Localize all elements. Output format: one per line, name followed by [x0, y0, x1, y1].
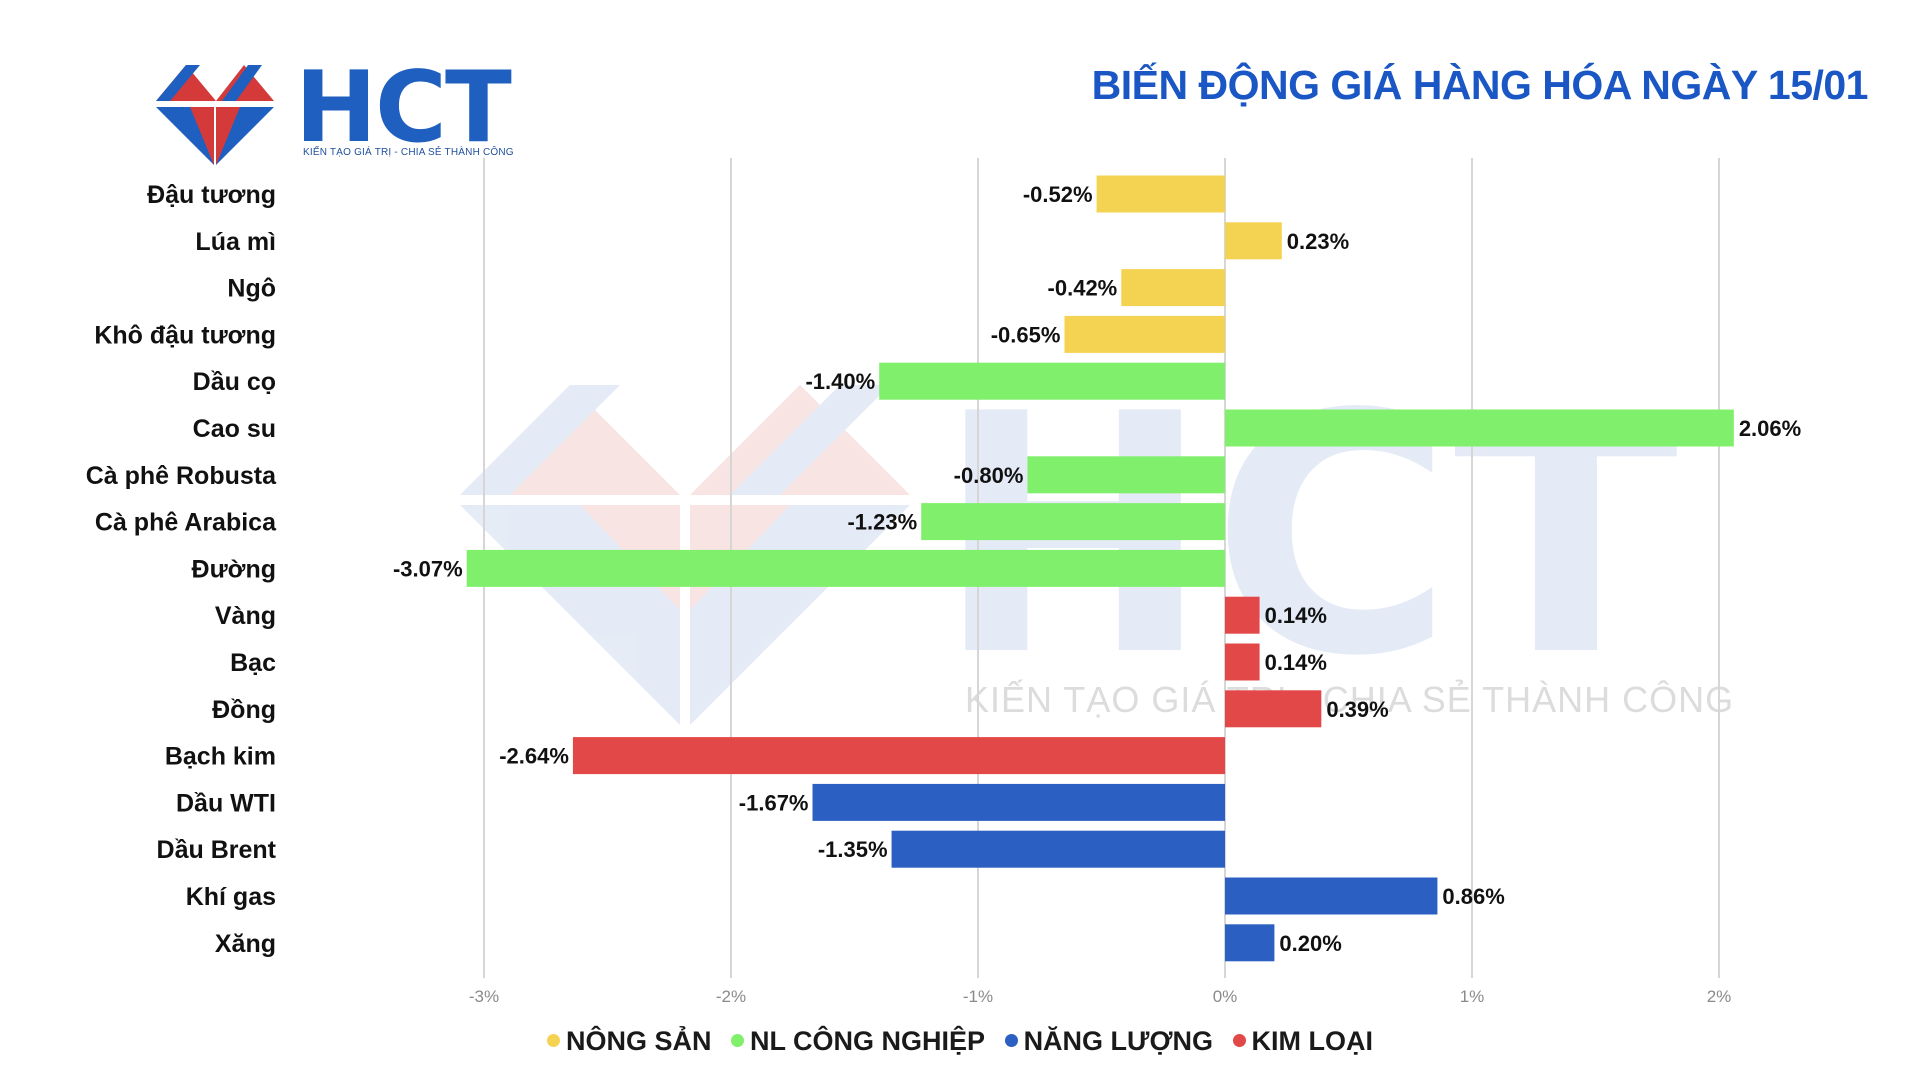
- bar-kho-dau-tuong: [1064, 315, 1225, 353]
- value-label: 0.86%: [1442, 884, 1504, 909]
- category-label: Bạc: [230, 649, 276, 677]
- category-label: Vàng: [215, 602, 276, 630]
- value-labels: -0.52% 0.23% -0.42% -0.65% -1.40% 2.06% -0.80%…: [393, 182, 1801, 956]
- value-label: -1.67%: [739, 790, 809, 815]
- value-label: -3.07%: [393, 556, 463, 581]
- value-label: -0.52%: [1023, 182, 1093, 207]
- bar-cao-su: [1225, 409, 1734, 447]
- category-label: Lúa mì: [195, 228, 276, 256]
- hct-logo: HCT: [156, 55, 514, 165]
- category-label: Bạch kim: [165, 743, 276, 771]
- legend-label: KIM LOẠI: [1251, 1026, 1374, 1056]
- bar-duong: [466, 549, 1226, 587]
- category-label: Đường: [192, 555, 276, 583]
- value-label: -1.40%: [805, 369, 875, 394]
- x-tick-label: -1%: [963, 987, 993, 1006]
- value-label: 2.06%: [1739, 416, 1801, 441]
- legend-dot-icon: [1004, 1034, 1018, 1047]
- value-label: 0.14%: [1265, 650, 1327, 675]
- bar-dau-co: [879, 362, 1225, 400]
- logo-tagline: KIẾN TẠO GIÁ TRỊ - CHIA SẺ THÀNH CÔNG: [303, 147, 514, 158]
- bar-khi-gas: [1225, 877, 1438, 915]
- value-label: 0.39%: [1326, 697, 1388, 722]
- category-label: Đồng: [212, 696, 276, 724]
- bar-vang: [1225, 596, 1260, 634]
- x-tick-label: 2%: [1707, 987, 1732, 1006]
- bar-dau-brent: [891, 830, 1225, 868]
- bar-ngo: [1121, 269, 1225, 307]
- x-axis-ticks: -3% -2% -1% 0% 1% 2%: [469, 987, 1731, 1006]
- bar-dau-wti: [812, 783, 1225, 821]
- category-label: Ngô: [227, 275, 276, 303]
- value-label: -1.23%: [847, 510, 917, 535]
- value-label: -2.64%: [499, 744, 569, 769]
- bars: [466, 175, 1734, 962]
- legend-dot-icon: [546, 1034, 560, 1047]
- logo-text: HCT: [295, 55, 512, 165]
- category-label: Dầu cọ: [193, 368, 276, 396]
- category-label: Xăng: [215, 930, 276, 958]
- category-label: Cà phê Arabica: [95, 509, 277, 537]
- category-label: Dầu Brent: [157, 836, 277, 864]
- logo-diamond-icon: [156, 65, 274, 165]
- legend-item-kim-loai: KIM LOẠI: [1232, 1026, 1374, 1057]
- watermark-tagline: KIẾN TẠO GIÁ TRỊ - CHIA SẺ THÀNH CÔNG: [965, 679, 1734, 720]
- chart-title: BIẾN ĐỘNG GIÁ HÀNG HÓA NGÀY 15/01: [1091, 62, 1869, 108]
- value-label: 0.14%: [1265, 603, 1327, 628]
- x-tick-label: 1%: [1460, 987, 1485, 1006]
- x-tick-label: -3%: [469, 987, 499, 1006]
- category-label: Đậu tương: [147, 181, 276, 209]
- x-tick-label: -2%: [716, 987, 746, 1006]
- bar-xang: [1225, 924, 1275, 962]
- value-label: -0.80%: [954, 463, 1024, 488]
- value-label: 0.23%: [1287, 229, 1349, 254]
- value-label: 0.20%: [1279, 931, 1341, 956]
- bar-dong: [1225, 690, 1322, 728]
- legend: NÔNG SẢN NL CÔNG NGHIỆP NĂNG LƯỢNG KIM L…: [0, 1026, 1920, 1057]
- bar-dau-tuong: [1096, 175, 1225, 213]
- value-label: -0.42%: [1048, 276, 1118, 301]
- legend-label: NÔNG SẢN: [565, 1026, 712, 1056]
- value-label: -1.35%: [818, 837, 888, 862]
- legend-item-nl-cong-nghiep: NL CÔNG NGHIỆP: [731, 1026, 985, 1057]
- bar-lua-mi: [1225, 222, 1282, 260]
- category-label: Cà phê Robusta: [86, 462, 277, 490]
- value-label: -0.65%: [991, 322, 1061, 347]
- legend-label: NL CÔNG NGHIỆP: [750, 1026, 986, 1056]
- category-labels: Đậu tương Lúa mì Ngô Khô đậu tương Dầu cọ Cao…: [86, 181, 277, 958]
- category-label: Cao su: [193, 415, 276, 443]
- legend-dot-icon: [1232, 1034, 1246, 1047]
- bar-ca-phe-robusta: [1027, 456, 1225, 494]
- legend-label: NĂNG LƯỢNG: [1023, 1026, 1213, 1056]
- x-tick-label: 0%: [1213, 987, 1238, 1006]
- legend-item-nong-san: NÔNG SẢN: [546, 1026, 712, 1057]
- category-label: Khô đậu tương: [94, 321, 276, 349]
- category-label: Dầu WTI: [176, 789, 276, 817]
- bar-bac: [1225, 643, 1260, 681]
- category-label: Khí gas: [186, 883, 276, 911]
- bar-bach-kim: [572, 737, 1225, 775]
- legend-item-nang-luong: NĂNG LƯỢNG: [1004, 1026, 1213, 1057]
- legend-dot-icon: [731, 1034, 745, 1047]
- bar-ca-phe-arabica: [921, 503, 1225, 541]
